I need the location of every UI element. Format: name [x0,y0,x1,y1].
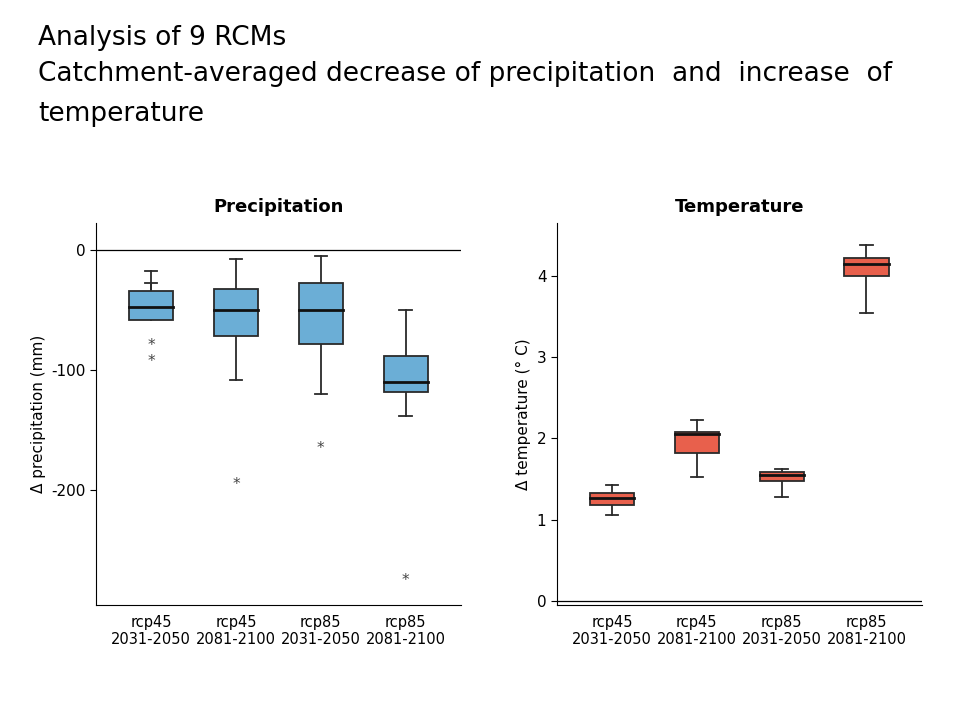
Text: temperature: temperature [38,101,204,127]
Text: Catchment-averaged decrease of precipitation  and  increase  of: Catchment-averaged decrease of precipita… [38,61,893,87]
Bar [845,258,889,276]
Y-axis label: Δ temperature (° C): Δ temperature (° C) [516,338,531,490]
Text: Analysis of 9 RCMs: Analysis of 9 RCMs [38,25,287,51]
Text: *: * [147,338,155,354]
Bar [384,356,428,392]
Bar [589,492,634,505]
Bar [214,289,258,336]
Title: Precipitation: Precipitation [213,198,344,216]
Bar [129,291,173,320]
Bar [299,284,343,343]
Bar [675,432,719,453]
Bar [759,472,804,482]
Text: *: * [232,477,240,492]
Title: Temperature: Temperature [675,198,804,216]
Text: *: * [147,354,155,369]
Text: *: * [402,573,410,588]
Y-axis label: Δ precipitation (mm): Δ precipitation (mm) [31,335,46,493]
Text: *: * [317,441,324,456]
